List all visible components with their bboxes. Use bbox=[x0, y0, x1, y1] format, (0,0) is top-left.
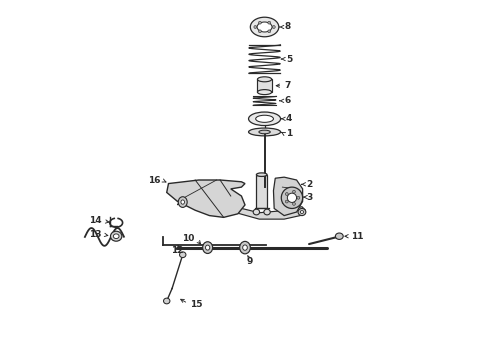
Ellipse shape bbox=[335, 233, 343, 239]
Ellipse shape bbox=[111, 231, 122, 241]
Ellipse shape bbox=[264, 209, 270, 215]
Ellipse shape bbox=[257, 90, 271, 95]
Ellipse shape bbox=[179, 252, 186, 257]
Ellipse shape bbox=[164, 298, 170, 304]
Text: 6: 6 bbox=[284, 96, 291, 105]
Polygon shape bbox=[167, 180, 245, 217]
Ellipse shape bbox=[178, 197, 187, 207]
Circle shape bbox=[293, 190, 295, 193]
Text: 14: 14 bbox=[89, 216, 101, 225]
Polygon shape bbox=[273, 177, 303, 216]
Ellipse shape bbox=[257, 77, 271, 82]
Ellipse shape bbox=[248, 128, 281, 136]
Ellipse shape bbox=[113, 234, 119, 239]
Text: 11: 11 bbox=[351, 232, 364, 241]
Ellipse shape bbox=[205, 245, 210, 250]
Circle shape bbox=[254, 26, 257, 28]
Ellipse shape bbox=[250, 17, 279, 37]
Circle shape bbox=[259, 30, 261, 33]
Text: 5: 5 bbox=[286, 54, 292, 63]
Text: 15: 15 bbox=[190, 300, 202, 309]
Text: 8: 8 bbox=[284, 22, 291, 31]
Ellipse shape bbox=[256, 173, 267, 176]
Ellipse shape bbox=[181, 200, 185, 204]
Ellipse shape bbox=[256, 115, 273, 122]
Text: 4: 4 bbox=[286, 114, 293, 123]
Circle shape bbox=[259, 21, 261, 24]
Circle shape bbox=[268, 30, 270, 33]
Polygon shape bbox=[177, 196, 305, 219]
Text: 1: 1 bbox=[286, 129, 292, 138]
Circle shape bbox=[281, 187, 303, 208]
Circle shape bbox=[272, 26, 275, 28]
Text: 3: 3 bbox=[306, 193, 313, 202]
Text: 10: 10 bbox=[182, 234, 195, 243]
Text: 7: 7 bbox=[284, 81, 291, 90]
Circle shape bbox=[285, 193, 288, 195]
Ellipse shape bbox=[298, 208, 306, 216]
Text: 12: 12 bbox=[171, 246, 184, 255]
Circle shape bbox=[268, 21, 270, 24]
Circle shape bbox=[285, 200, 288, 203]
Bar bbox=[256, 175, 267, 208]
Bar bbox=[257, 79, 271, 92]
Ellipse shape bbox=[257, 22, 272, 32]
Text: 9: 9 bbox=[246, 257, 252, 266]
Circle shape bbox=[287, 193, 296, 202]
Ellipse shape bbox=[300, 211, 303, 213]
Ellipse shape bbox=[240, 242, 250, 254]
Ellipse shape bbox=[248, 112, 281, 126]
Text: 13: 13 bbox=[89, 230, 101, 239]
Ellipse shape bbox=[253, 209, 260, 215]
Circle shape bbox=[297, 196, 300, 199]
Ellipse shape bbox=[259, 130, 270, 134]
Text: 2: 2 bbox=[306, 180, 313, 189]
Ellipse shape bbox=[203, 242, 213, 253]
Text: 16: 16 bbox=[148, 176, 160, 185]
Circle shape bbox=[293, 202, 295, 205]
Ellipse shape bbox=[243, 245, 247, 250]
